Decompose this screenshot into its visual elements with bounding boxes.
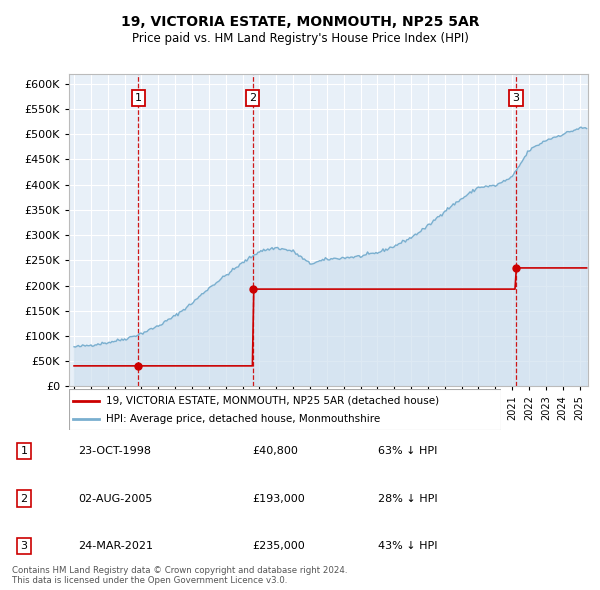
Text: 24-MAR-2021: 24-MAR-2021 bbox=[78, 541, 153, 550]
Text: 1: 1 bbox=[20, 447, 28, 456]
Text: £235,000: £235,000 bbox=[252, 541, 305, 550]
Text: 3: 3 bbox=[20, 541, 28, 550]
Text: 2: 2 bbox=[20, 494, 28, 503]
Text: 1: 1 bbox=[135, 93, 142, 103]
Text: 02-AUG-2005: 02-AUG-2005 bbox=[78, 494, 152, 503]
Text: HPI: Average price, detached house, Monmouthshire: HPI: Average price, detached house, Monm… bbox=[106, 415, 380, 424]
Text: Contains HM Land Registry data © Crown copyright and database right 2024.: Contains HM Land Registry data © Crown c… bbox=[12, 566, 347, 575]
Text: 2: 2 bbox=[249, 93, 256, 103]
Text: 19, VICTORIA ESTATE, MONMOUTH, NP25 5AR (detached house): 19, VICTORIA ESTATE, MONMOUTH, NP25 5AR … bbox=[106, 396, 439, 406]
Text: 63% ↓ HPI: 63% ↓ HPI bbox=[378, 447, 437, 456]
Text: 28% ↓ HPI: 28% ↓ HPI bbox=[378, 494, 437, 503]
Text: Price paid vs. HM Land Registry's House Price Index (HPI): Price paid vs. HM Land Registry's House … bbox=[131, 32, 469, 45]
Text: 19, VICTORIA ESTATE, MONMOUTH, NP25 5AR: 19, VICTORIA ESTATE, MONMOUTH, NP25 5AR bbox=[121, 15, 479, 29]
Text: 3: 3 bbox=[512, 93, 520, 103]
Text: £40,800: £40,800 bbox=[252, 447, 298, 456]
Text: 23-OCT-1998: 23-OCT-1998 bbox=[78, 447, 151, 456]
Text: £193,000: £193,000 bbox=[252, 494, 305, 503]
Text: This data is licensed under the Open Government Licence v3.0.: This data is licensed under the Open Gov… bbox=[12, 576, 287, 585]
Text: 43% ↓ HPI: 43% ↓ HPI bbox=[378, 541, 437, 550]
